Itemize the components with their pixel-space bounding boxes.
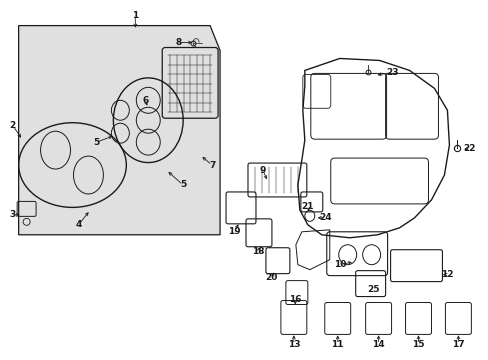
Text: 9: 9 [259,166,265,175]
Text: 15: 15 [411,340,424,349]
Text: 16: 16 [288,295,301,304]
Text: 10: 10 [333,260,345,269]
Text: 18: 18 [251,247,264,256]
Text: 1: 1 [132,11,138,20]
Text: 5: 5 [180,180,186,189]
Text: 6: 6 [142,96,148,105]
Text: 22: 22 [462,144,475,153]
Text: 17: 17 [451,340,464,349]
Text: 5: 5 [93,138,100,147]
Text: 12: 12 [440,270,453,279]
Text: 14: 14 [371,340,384,349]
Text: 11: 11 [331,340,343,349]
Text: 21: 21 [301,202,313,211]
Text: 23: 23 [386,68,398,77]
Text: 20: 20 [265,273,278,282]
Text: 4: 4 [75,220,81,229]
Text: 13: 13 [287,340,300,349]
Text: 8: 8 [175,38,181,47]
Text: 19: 19 [227,227,240,236]
Polygon shape [19,26,220,235]
Text: 2: 2 [9,121,16,130]
Text: 7: 7 [208,161,215,170]
Text: 25: 25 [366,285,379,294]
Text: 24: 24 [319,213,331,222]
Text: 3: 3 [9,210,16,219]
